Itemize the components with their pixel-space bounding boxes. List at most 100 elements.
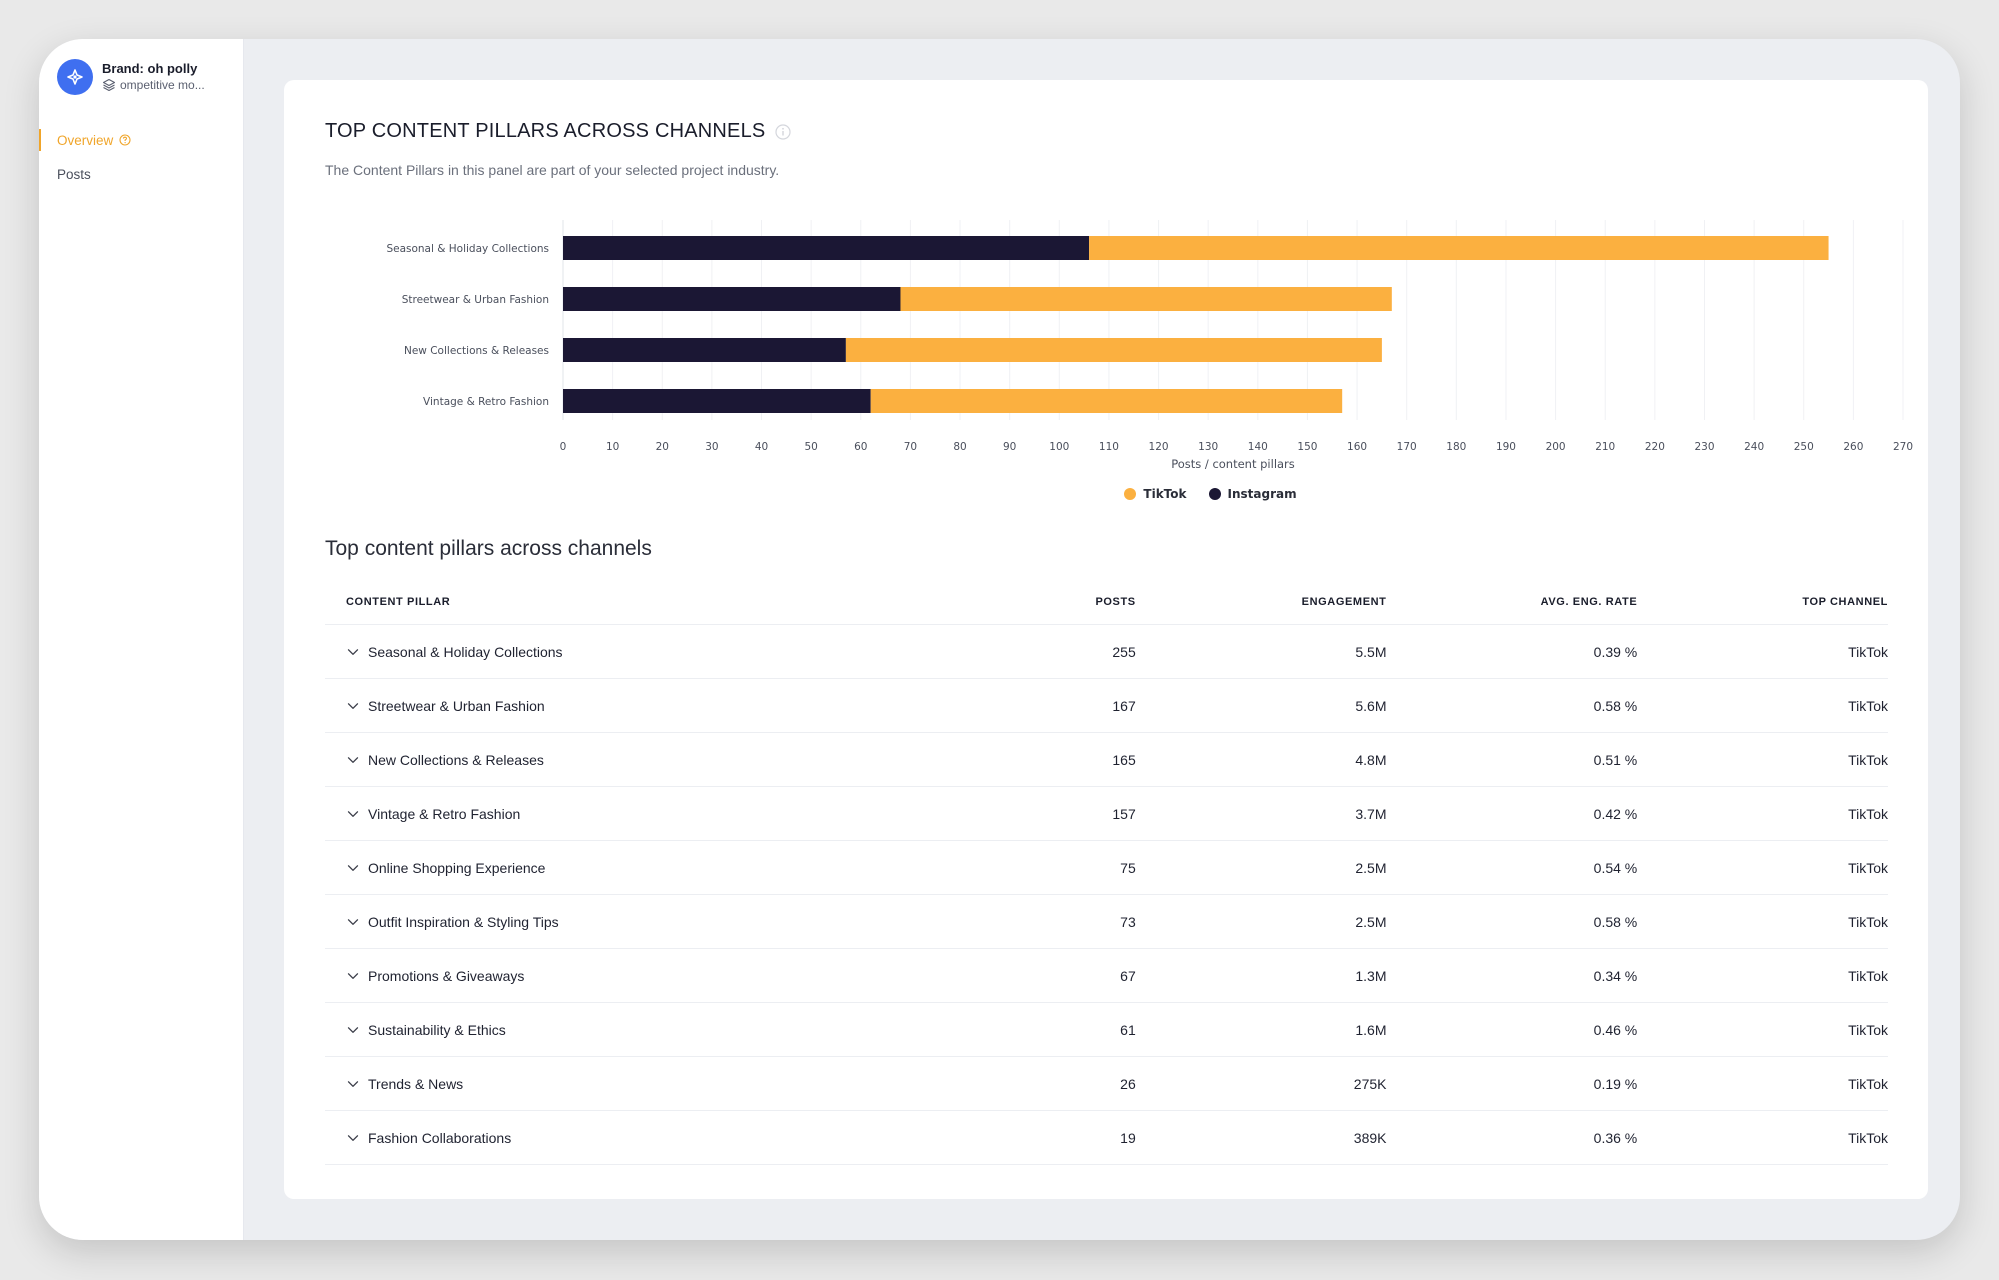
x-tick-label: 260 [1843,441,1863,453]
brand-switcher[interactable]: Brand: oh polly ompetitive mo... [57,59,205,95]
x-tick-label: 210 [1595,441,1615,453]
cell-top-channel: TikTok [1848,913,1888,930]
bar-tiktok[interactable] [870,389,1343,413]
cell-content-pillar: Online Shopping Experience [368,859,546,876]
table-row[interactable]: Trends & News 26 275K 0.19 % TikTok [325,1057,1888,1111]
chevron-down-icon[interactable] [346,753,360,767]
sidebar-nav: Overview Posts [39,123,243,191]
x-tick-label: 60 [854,441,867,453]
table-header: CONTENT PILLAR POSTS ENGAGEMENT AVG. ENG… [325,580,1888,625]
cell-avg-eng-rate: 0.36 % [1593,1129,1638,1146]
legend-swatch-tiktok [1124,488,1137,500]
table-row[interactable]: Vintage & Retro Fashion 157 3.7M 0.42 % TikT… [325,787,1888,841]
cell-avg-eng-rate: 0.51 % [1593,751,1638,768]
content-pillars-panel: TOP CONTENT PILLARS ACROSS CHANNELS The … [284,80,1928,1199]
table-row[interactable]: Sustainability & Ethics 61 1.6M 0.46 % TikTo… [325,1003,1888,1057]
cell-content-pillar: Sustainability & Ethics [368,1021,506,1038]
x-tick-label: 190 [1496,441,1516,453]
table-row[interactable]: Seasonal & Holiday Collections 255 5.5M 0.3… [325,625,1888,679]
x-tick-label: 130 [1198,441,1218,453]
cell-top-channel: TikTok [1848,967,1888,984]
table-row[interactable]: New Collections & Releases 165 4.8M 0.51 % T… [325,733,1888,787]
cell-content-pillar: Streetwear & Urban Fashion [368,697,545,714]
x-tick-label: 140 [1248,441,1268,453]
x-tick-label: 80 [953,441,966,453]
bar-instagram[interactable] [563,389,871,413]
x-tick-label: 180 [1446,441,1466,453]
cell-content-pillar: New Collections & Releases [368,751,544,768]
cell-posts: 73 [1120,913,1136,930]
y-category-label: New Collections & Releases [404,345,549,357]
legend-label-instagram: Instagram [1227,487,1297,501]
cell-engagement: 4.8M [1355,751,1387,768]
table-row[interactable]: Fashion Collaborations 19 389K 0.36 % TikTok [325,1111,1888,1165]
legend-item-instagram[interactable]: Instagram [1208,487,1297,501]
bar-instagram[interactable] [563,287,901,311]
cell-engagement: 2.5M [1355,913,1387,930]
sidebar-item-posts[interactable]: Posts [39,157,243,191]
x-tick-label: 220 [1645,441,1665,453]
chevron-down-icon[interactable] [346,861,360,875]
cell-posts: 167 [1112,697,1136,714]
cell-engagement: 1.3M [1355,967,1387,984]
chevron-down-icon[interactable] [346,1077,360,1091]
x-tick-label: 30 [705,441,718,453]
chevron-down-icon[interactable] [346,699,360,713]
cell-posts: 255 [1112,643,1136,660]
header-content-pillar[interactable]: CONTENT PILLAR [346,596,451,608]
cell-avg-eng-rate: 0.58 % [1593,913,1638,930]
sidebar-item-overview[interactable]: Overview [39,123,243,157]
bar-tiktok[interactable] [1089,236,1829,260]
cell-top-channel: TikTok [1848,1021,1888,1038]
bar-instagram[interactable] [563,236,1090,260]
stacked-bar-chart: 0 10 20 30 40 50 60 70 80 90 100 110 120 130 140 150 160… [386,220,1913,471]
x-tick-label: 20 [656,441,669,453]
bar-tiktok[interactable] [900,287,1392,311]
layers-icon [102,79,116,92]
cell-top-channel: TikTok [1848,751,1888,768]
cell-avg-eng-rate: 0.34 % [1593,967,1638,984]
sidebar: Brand: oh polly ompetitive mo... Overvie… [39,39,244,1240]
bar-tiktok[interactable] [845,338,1382,362]
cell-avg-eng-rate: 0.42 % [1593,805,1638,822]
cell-top-channel: TikTok [1848,805,1888,822]
cell-top-channel: TikTok [1848,1075,1888,1092]
table-row[interactable]: Outfit Inspiration & Styling Tips 73 2.5M 0… [325,895,1888,949]
cell-top-channel: TikTok [1848,643,1888,660]
y-category-label: Streetwear & Urban Fashion [402,294,549,306]
cell-engagement: 5.6M [1355,697,1387,714]
cell-top-channel: TikTok [1848,697,1888,714]
compass-icon [67,69,83,85]
header-posts[interactable]: POSTS [1095,596,1136,608]
cell-avg-eng-rate: 0.46 % [1593,1021,1638,1038]
x-tick-label: 0 [560,441,567,453]
header-avg-eng-rate[interactable]: AVG. ENG. RATE [1540,596,1638,608]
bar-instagram[interactable] [563,338,846,362]
header-engagement[interactable]: ENGAGEMENT [1301,596,1387,608]
table-row[interactable]: Promotions & Giveaways 67 1.3M 0.34 % TikTok [325,949,1888,1003]
chevron-down-icon[interactable] [346,969,360,983]
cell-engagement: 3.7M [1355,805,1387,822]
cell-content-pillar: Seasonal & Holiday Collections [368,643,563,660]
chevron-down-icon[interactable] [346,915,360,929]
x-axis-label: Posts / content pillars [1171,457,1295,471]
cell-engagement: 5.5M [1355,643,1387,660]
info-icon[interactable] [775,123,792,140]
legend-item-tiktok[interactable]: TikTok [1124,487,1187,501]
cell-posts: 26 [1120,1075,1136,1092]
header-top-channel[interactable]: TOP CHANNEL [1802,596,1888,608]
cell-top-channel: TikTok [1848,859,1888,876]
table-row[interactable]: Online Shopping Experience 75 2.5M 0.54 % Ti… [325,841,1888,895]
cell-top-channel: TikTok [1848,1129,1888,1146]
x-tick-label: 270 [1893,441,1913,453]
help-icon[interactable] [119,134,131,146]
table-row[interactable]: Streetwear & Urban Fashion 167 5.6M 0.58 % T… [325,679,1888,733]
legend-label-tiktok: TikTok [1143,487,1187,501]
chevron-down-icon[interactable] [346,1131,360,1145]
x-tick-label: 230 [1694,441,1714,453]
chart-legend: TikTok Instagram [284,487,1763,501]
chevron-down-icon[interactable] [346,807,360,821]
chevron-down-icon[interactable] [346,645,360,659]
cell-content-pillar: Outfit Inspiration & Styling Tips [368,913,559,930]
chevron-down-icon[interactable] [346,1023,360,1037]
